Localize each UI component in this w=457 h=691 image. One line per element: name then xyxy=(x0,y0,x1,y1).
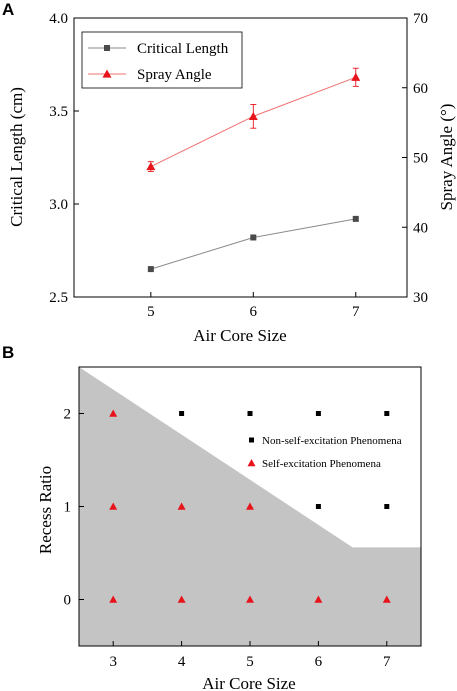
panel-b-legend-label: Non-self-excitation Phenomena xyxy=(262,435,402,447)
panel-a-legend-box xyxy=(81,31,243,89)
panel-b-data-point xyxy=(314,595,323,603)
panel-a-data-point xyxy=(147,266,154,273)
panel-b-x-tick-label: 7 xyxy=(383,654,391,670)
panel-b-data-point xyxy=(177,595,186,603)
panel-b-y-tick-label: 2 xyxy=(64,407,72,423)
panel-b-x-tick-label: 6 xyxy=(315,654,323,670)
panel-b-data-point xyxy=(247,411,253,416)
panel-b-data-point xyxy=(177,502,186,510)
panel-b-legend-marker xyxy=(249,437,254,443)
panel-b-data-point xyxy=(179,411,185,416)
panel-a-left-y-tick-label: 4.0 xyxy=(49,11,68,27)
panel-a-right-y-tick-label: 30 xyxy=(413,290,428,306)
panel-b-data-point xyxy=(315,411,321,416)
panel-a-legend-marker xyxy=(102,69,112,78)
panel-b-x-tick-label: 4 xyxy=(178,654,186,670)
panel-a-letter: A xyxy=(2,0,14,19)
panel-a-left-y-tick-label: 3.0 xyxy=(49,197,68,213)
panel-a-series-line xyxy=(150,218,356,270)
panel-a-x-tick-label: 6 xyxy=(250,304,258,320)
panel-b-y-tick-label: 0 xyxy=(64,593,72,609)
panel-b-legend-label: Self-excitation Phenomena xyxy=(262,458,381,470)
panel-b-data-point xyxy=(315,504,321,509)
panel-a-right-y-tick-label: 60 xyxy=(413,81,428,97)
panel-a-data-point xyxy=(250,234,257,241)
panel-a-chart: A 5 6 7 2.5 3.0 3.5 4.0 30 40 50 60 70 Critical Len… xyxy=(2,0,456,345)
panel-a-x-tick-label: 5 xyxy=(147,304,155,320)
panel-b-y-tick-label: 1 xyxy=(64,500,72,516)
panel-b-legend-marker xyxy=(247,459,256,467)
panel-b-x-tick-label: 3 xyxy=(109,654,117,670)
panel-a-right-y-axis-label: Spray Angle (°) xyxy=(437,104,456,211)
panel-b-x-tick-label: 5 xyxy=(246,654,254,670)
panel-a-x-axis-label: Air Core Size xyxy=(193,326,286,345)
panel-a-left-y-tick-label: 2.5 xyxy=(49,290,68,306)
panel-a-data-point xyxy=(146,162,156,171)
panel-a-left-y-tick-label: 3.5 xyxy=(49,104,68,120)
panel-a-left-y-axis-label: Critical Length (cm) xyxy=(7,87,26,227)
panel-b-data-point xyxy=(246,595,254,603)
panel-b-data-point xyxy=(384,504,390,509)
panel-b-legend: Non-self-excitation Phenomena Self-excita… xyxy=(247,435,402,470)
panel-a-data-point xyxy=(352,215,359,222)
panel-b-data-point xyxy=(384,411,390,416)
panel-a-data-point xyxy=(248,111,258,120)
panel-b-data-point xyxy=(109,502,118,510)
panel-b-data-point xyxy=(109,409,118,417)
panel-a-legend: Critical Length Spray Angle xyxy=(81,31,243,89)
panel-a-legend-label: Spray Angle xyxy=(137,67,212,83)
panel-b-y-axis-label: Recess Ratio xyxy=(36,466,55,554)
panel-b-chart: B 3 4 5 6 7 0 1 2 Non-self-excitation Phenomena… xyxy=(2,343,422,691)
panel-a-data-point xyxy=(351,72,361,81)
panel-a-right-y-tick-label: 40 xyxy=(413,220,428,236)
panel-a-legend-label: Critical Length xyxy=(137,41,229,57)
panel-b-data-point xyxy=(109,595,118,603)
panel-a-right-y-tick-label: 70 xyxy=(413,11,428,27)
panel-b-data-point xyxy=(382,595,391,603)
panel-b-x-axis-label: Air Core Size xyxy=(202,674,295,691)
panel-a-legend-marker xyxy=(104,45,110,51)
panel-a-x-tick-label: 7 xyxy=(352,304,360,320)
panel-a-right-y-tick-label: 50 xyxy=(413,151,428,167)
panel-b-data-point xyxy=(246,502,254,510)
panel-b-letter: B xyxy=(2,343,14,362)
